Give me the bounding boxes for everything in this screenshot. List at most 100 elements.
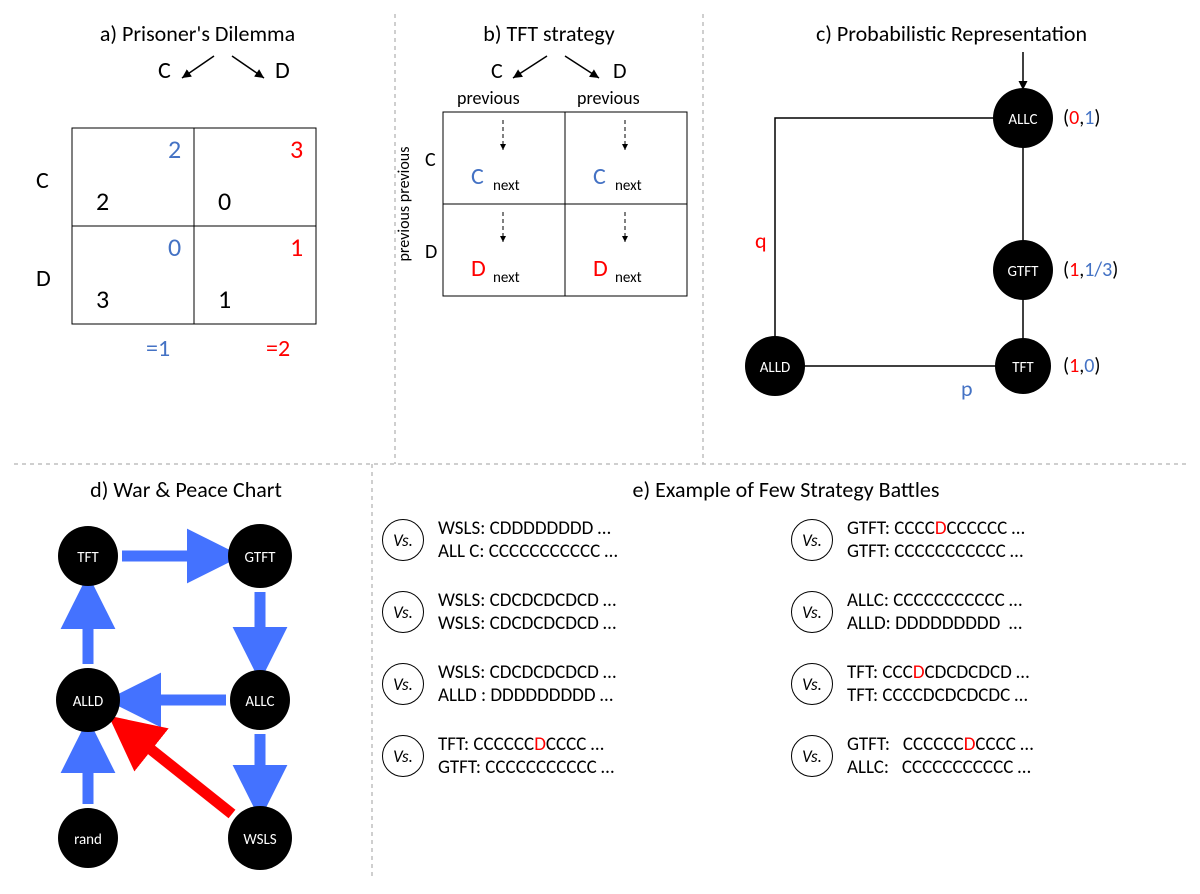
battle-row: Vs. GTFT: CCCCDCCCCCC …GTFT: CCCCCCCCCCC …	[791, 517, 1190, 563]
node-rand-d: rand	[58, 808, 118, 868]
node-alld-d: ALLD	[56, 668, 120, 732]
battle-sequences: ALLC: CCCCCCCCCCC …ALLD: DDDDDDDDD …	[847, 589, 1022, 635]
svg-text:C: C	[36, 166, 49, 195]
svg-text:next: next	[615, 269, 642, 287]
payoff-row-00: 2	[96, 185, 109, 217]
vertical-previous-label: previous previous	[395, 147, 414, 262]
strategy-name: WSLS	[438, 661, 480, 684]
battle-sequences: WSLS: CDCDCDCDCD …WSLS: CDCDCDCDCD …	[438, 589, 616, 635]
svg-text:C: C	[491, 57, 503, 84]
svg-text:ALLD: ALLD	[760, 359, 791, 377]
axis-q-label: q	[755, 227, 767, 254]
battle-sequences: TFT: CCCCCCDCCCC …GTFT: CCCCCCCCCCC …	[438, 733, 614, 779]
svg-text:C: C	[158, 56, 171, 85]
svg-text:C: C	[593, 162, 606, 191]
strategy-name: GTFT	[438, 756, 476, 779]
strategy-name: ALLC	[847, 756, 884, 779]
prev-label-2: previous	[577, 87, 640, 109]
svg-text:D: D	[471, 254, 486, 283]
node-tft: TFT	[995, 338, 1051, 394]
payoff-col-10: 0	[168, 231, 181, 263]
strategy-name: GTFT	[847, 733, 885, 756]
avg-player1: =1	[146, 334, 170, 363]
svg-text:D: D	[593, 254, 608, 283]
strategy-name: ALLD	[438, 684, 481, 707]
svg-text:rand: rand	[74, 831, 102, 849]
strategy-name: WSLS	[438, 612, 480, 635]
battle-sequences: TFT: CCCDCDCDCDCD …TFT: CCCCDCDCDCDC …	[847, 661, 1029, 707]
node-allc-d: ALLC	[230, 670, 290, 730]
edge-wsls-alld	[124, 728, 232, 814]
strategy-name: GTFT	[847, 540, 885, 563]
strategy-name: GTFT	[847, 517, 885, 540]
node-alld: ALLD	[745, 336, 805, 396]
battle-sequences: GTFT: CCCCCCDCCCC …ALLC: CCCCCCCCCCC …	[847, 733, 1033, 779]
panel-e-battles: e) Example of Few Strategy Battles Vs. WS…	[372, 470, 1200, 805]
svg-text:next: next	[493, 177, 520, 195]
strategy-name: ALL C	[438, 540, 479, 563]
avg-player2: =2	[266, 334, 290, 363]
strategy-name: ALLC	[847, 589, 884, 612]
battle-row: Vs. TFT: CCCCCCDCCCC …GTFT: CCCCCCCCCCC …	[382, 733, 781, 779]
battle-row: Vs. WSLS: CDCDCDCDCD …WSLS: CDCDCDCDCD …	[382, 589, 781, 635]
svg-text:ALLD: ALLD	[73, 693, 104, 711]
battles-left-column: Vs. WSLS: CDDDDDDDD …ALL C: CCCCCCCCCCC ……	[382, 517, 781, 805]
svg-text:(1,1/3): (1,1/3)	[1063, 258, 1118, 282]
svg-text:next: next	[615, 177, 642, 195]
battle-sequences: WSLS: CDDDDDDDD …ALL C: CCCCCCCCCCC …	[438, 517, 618, 563]
svg-text:C: C	[471, 162, 484, 191]
strategy-name: WSLS	[438, 589, 480, 612]
svg-text:TFT: TFT	[1012, 359, 1034, 377]
battle-row: Vs. WSLS: CDDDDDDDD …ALL C: CCCCCCCCCCC …	[382, 517, 781, 563]
prev-label-1: previous	[457, 87, 520, 109]
battle-row: Vs. WSLS: CDCDCDCDCD …ALLD : DDDDDDDDD …	[382, 661, 781, 707]
payoff-col-00: 2	[168, 133, 181, 165]
vs-badge: Vs.	[382, 735, 424, 777]
strategy-name: TFT	[847, 684, 873, 707]
payoff-row-11: 1	[218, 283, 231, 315]
vs-badge: Vs.	[382, 663, 424, 705]
payoff-row-10: 3	[96, 283, 109, 315]
panel-e-title: e) Example of Few Strategy Battles	[372, 476, 1200, 503]
svg-text:GTFT: GTFT	[1008, 263, 1040, 281]
svg-text:ALLC: ALLC	[1008, 111, 1037, 129]
node-allc: ALLC	[993, 88, 1053, 148]
vs-badge: Vs.	[791, 663, 833, 705]
svg-text:TFT: TFT	[77, 549, 99, 567]
svg-text:next: next	[493, 269, 520, 287]
svg-text:(1,0): (1,0)	[1063, 354, 1100, 378]
svg-text:ALLC: ALLC	[245, 693, 274, 711]
node-gtft-d: GTFT	[228, 524, 292, 588]
svg-text:D: D	[36, 264, 51, 293]
strategy-name: TFT	[847, 661, 873, 684]
payoff-col-01: 3	[290, 133, 303, 165]
node-wsls-d: WSLS	[228, 806, 292, 870]
panel-a-svg: C D C D 2 3 0 1 2 0 3 1 =1 =2	[0, 0, 395, 464]
vs-badge: Vs.	[791, 519, 833, 561]
payoff-row-01: 0	[218, 185, 231, 217]
vs-badge: Vs.	[382, 519, 424, 561]
svg-text:D: D	[275, 56, 290, 85]
panel-d-svg: TFT GTFT ALLD ALLC rand WSLS	[0, 464, 372, 894]
strategy-name: TFT	[438, 733, 464, 756]
battle-sequences: GTFT: CCCCDCCCCCC …GTFT: CCCCCCCCCCC …	[847, 517, 1025, 563]
svg-text:(0,1): (0,1)	[1063, 106, 1100, 130]
panel-c-svg: q p ALLC GTFT TFT ALLD (0,1) (1,1/3) (1,…	[703, 0, 1200, 464]
svg-text:D: D	[613, 57, 627, 84]
battle-row: Vs. TFT: CCCDCDCDCDCD …TFT: CCCCDCDCDCDC …	[791, 661, 1190, 707]
node-gtft: GTFT	[993, 240, 1053, 300]
battle-sequences: WSLS: CDCDCDCDCD …ALLD : DDDDDDDDD …	[438, 661, 616, 707]
node-tft-d: TFT	[58, 526, 118, 586]
panel-b-svg: C D previous previous C D previous previ…	[395, 0, 725, 464]
svg-text:C: C	[425, 148, 436, 172]
strategy-name: WSLS	[438, 517, 480, 540]
strategy-name: ALLD	[847, 612, 886, 635]
vs-badge: Vs.	[791, 591, 833, 633]
vs-badge: Vs.	[382, 591, 424, 633]
payoff-col-11: 1	[290, 231, 303, 263]
svg-text:WSLS: WSLS	[243, 831, 276, 849]
svg-text:GTFT: GTFT	[245, 549, 277, 567]
battle-row: Vs. ALLC: CCCCCCCCCCC …ALLD: DDDDDDDDD …	[791, 589, 1190, 635]
battles-right-column: Vs. GTFT: CCCCDCCCCCC …GTFT: CCCCCCCCCCC …	[791, 517, 1190, 805]
battle-row: Vs.GTFT: CCCCCCDCCCC …ALLC: CCCCCCCCCCC …	[791, 733, 1190, 779]
